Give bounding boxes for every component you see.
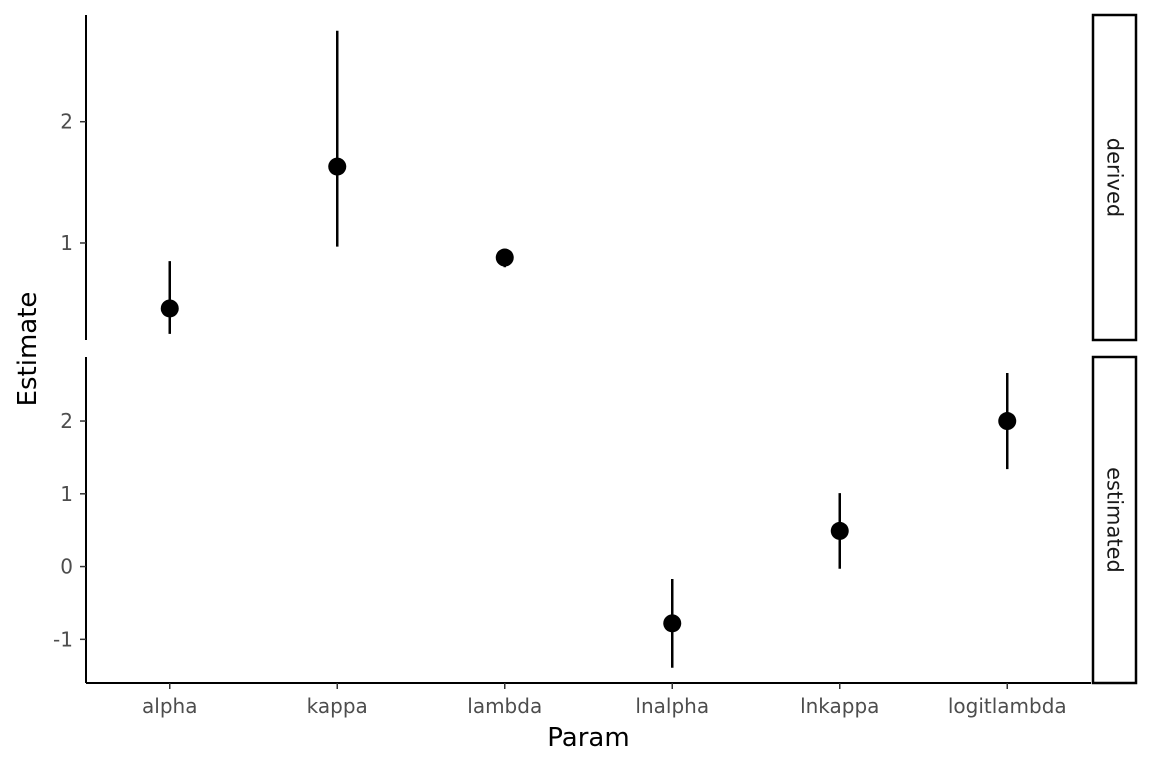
y-tick-label: -1 [53,627,73,651]
x-tick-label: kappa [307,694,368,718]
facet-strip [1091,355,1138,685]
x-tick-label: lambda [467,694,542,718]
facet-strip-label: derived [1103,138,1127,217]
x-axis: alpha kappa lambda lnalpha lnkappa logitlambd… [86,682,1091,718]
point-lambda [495,248,514,267]
x-tick-label: lnkappa [800,694,879,718]
facet-strip-label: estimated [1103,467,1127,573]
x-tick-label: logitlambda [948,694,1067,718]
x-tick-label: lnalpha [635,694,709,718]
facet-strip [1091,13,1138,342]
panel-derived: 1 2 derived [60,13,1138,342]
y-tick-label: 1 [60,231,73,255]
panels-layer: 1 2 derived -1 0 1 2 estimated [53,13,1138,685]
panel-estimated: -1 0 1 2 estimated [53,355,1138,685]
y-tick-label: 0 [60,555,73,579]
x-axis-title: Param [547,723,629,753]
point-lnkappa [830,521,849,540]
point-logitlambda [998,412,1017,431]
y-axis-title: Estimate [13,292,43,407]
point-kappa [328,157,347,176]
point-lnalpha [663,614,682,633]
x-tick-label: alpha [142,694,197,718]
y-tick-label: 2 [60,110,73,134]
y-tick-label: 2 [60,409,73,433]
point-alpha [160,299,179,318]
y-tick-label: 1 [60,482,73,506]
